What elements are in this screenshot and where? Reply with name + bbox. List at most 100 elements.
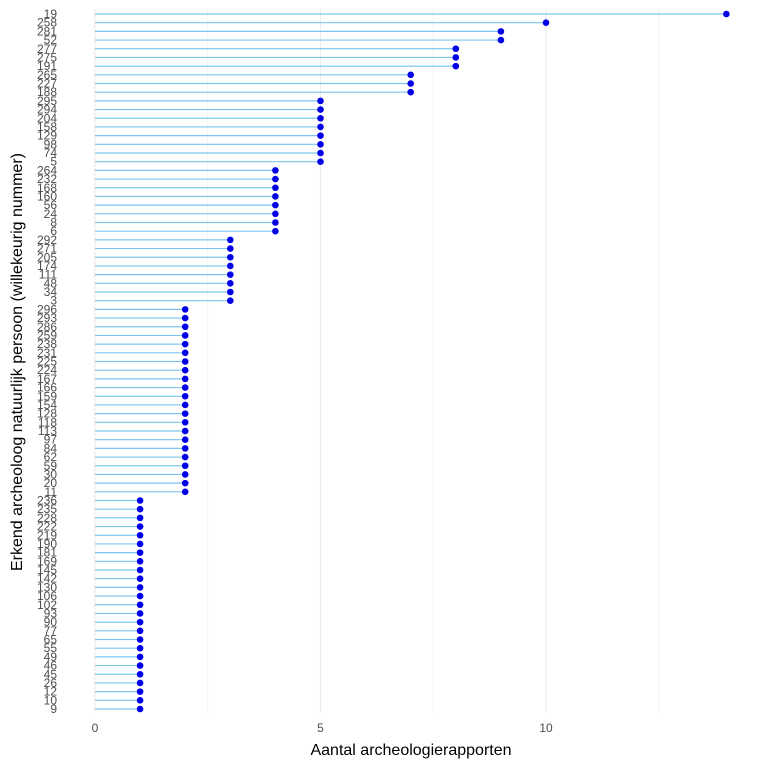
y-tick-label: 188 xyxy=(37,85,57,99)
point-111 xyxy=(227,271,234,278)
x-tick-label: 5 xyxy=(317,721,324,735)
point-106 xyxy=(136,592,144,600)
point-142 xyxy=(136,575,144,582)
point-204 xyxy=(317,114,324,122)
point-74 xyxy=(317,149,324,157)
point-55 xyxy=(136,644,144,652)
point-205 xyxy=(227,253,234,261)
point-3 xyxy=(227,297,234,304)
y-tick-label: 236 xyxy=(37,494,57,508)
point-102 xyxy=(136,601,144,609)
point-19 xyxy=(723,10,730,18)
y-tick-label: 235 xyxy=(37,502,57,516)
point-181 xyxy=(136,549,144,556)
point-169 xyxy=(136,558,144,565)
point-232 xyxy=(272,175,279,183)
point-34 xyxy=(227,288,234,296)
point-166 xyxy=(181,384,189,391)
point-296 xyxy=(181,306,189,313)
y-tick-label: 6 xyxy=(50,224,57,238)
y-tick-label: 296 xyxy=(37,302,57,316)
point-259 xyxy=(181,332,189,339)
y-tick-label: 98 xyxy=(44,137,58,151)
point-49 xyxy=(136,653,144,661)
y-tick-label: 34 xyxy=(44,285,58,299)
point-160 xyxy=(272,193,279,200)
y-tick-label: 205 xyxy=(37,250,57,264)
y-tick-label: 258 xyxy=(37,16,57,30)
y-tick-label: 225 xyxy=(37,355,57,369)
point-93 xyxy=(136,610,144,617)
y-tick-label: 160 xyxy=(37,189,57,203)
point-5 xyxy=(317,158,324,165)
y-tick-label: 9 xyxy=(50,702,57,716)
point-191 xyxy=(452,62,460,70)
y-tick-label: 275 xyxy=(37,50,57,64)
point-48 xyxy=(227,280,234,287)
point-45 xyxy=(136,670,144,678)
point-286 xyxy=(181,323,189,331)
y-tick-label: 166 xyxy=(37,381,57,395)
y-tick-label: 30 xyxy=(44,467,58,481)
point-168 xyxy=(272,184,279,192)
y-tick-label: 5 xyxy=(50,155,57,169)
point-231 xyxy=(181,349,189,357)
y-tick-label: 48 xyxy=(44,276,58,290)
point-271 xyxy=(227,245,234,252)
y-tick-label: 293 xyxy=(37,311,57,325)
points xyxy=(136,10,730,713)
y-tick-label: 106 xyxy=(37,589,57,603)
y-tick-label: 12 xyxy=(44,685,58,699)
y-tick-label: 292 xyxy=(37,233,57,247)
point-265 xyxy=(407,71,415,79)
y-tick-label: 111 xyxy=(39,268,58,282)
point-10 xyxy=(136,697,144,704)
point-224 xyxy=(181,366,189,374)
y-tick-label: 281 xyxy=(37,24,57,38)
y-tick-label: 46 xyxy=(44,659,58,673)
x-tick-label: 10 xyxy=(539,721,553,735)
point-118 xyxy=(181,419,189,426)
point-65 xyxy=(136,636,144,643)
point-24 xyxy=(272,210,279,218)
y-tick-label: 168 xyxy=(37,181,57,195)
y-tick-label: 145 xyxy=(37,563,57,577)
y-tick-label: 65 xyxy=(44,633,58,647)
x-tick-label: 0 xyxy=(92,721,99,735)
y-tick-label: 45 xyxy=(44,667,58,681)
y-tick-label: 77 xyxy=(44,624,58,638)
y-tick-label: 181 xyxy=(37,546,57,560)
point-235 xyxy=(136,505,144,513)
x-tick-labels: 0 5 10 xyxy=(92,721,553,735)
y-tick-label: 227 xyxy=(37,77,57,91)
point-238 xyxy=(181,340,189,348)
y-tick-label: 84 xyxy=(44,441,58,455)
y-tick-label: 24 xyxy=(44,207,58,221)
point-258 xyxy=(542,19,550,26)
point-8 xyxy=(272,219,279,226)
point-12 xyxy=(136,688,144,695)
y-tick-label: 169 xyxy=(37,554,57,568)
y-tick-label: 219 xyxy=(37,528,57,542)
y-tick-label: 59 xyxy=(44,459,58,473)
point-20 xyxy=(181,479,189,487)
stems xyxy=(95,13,727,710)
point-236 xyxy=(136,497,144,504)
y-tick-label: 238 xyxy=(37,337,57,351)
y-tick-label: 11 xyxy=(45,485,58,499)
point-62 xyxy=(181,453,189,461)
point-26 xyxy=(136,679,144,687)
point-293 xyxy=(181,314,189,322)
y-tick-label: 231 xyxy=(37,346,57,360)
point-6 xyxy=(272,227,279,235)
y-tick-label: 190 xyxy=(37,537,57,551)
y-tick-label: 52 xyxy=(44,33,58,47)
y-tick-label: 129 xyxy=(37,129,57,143)
y-tick-label: 271 xyxy=(37,242,57,256)
point-167 xyxy=(181,375,189,383)
point-59 xyxy=(181,462,189,470)
y-axis-title: Erkend archeoloog natuurlijk persoon (wi… xyxy=(9,153,26,571)
point-188 xyxy=(407,88,415,96)
y-tick-label: 62 xyxy=(44,450,58,464)
y-tick-label: 3 xyxy=(50,294,57,308)
